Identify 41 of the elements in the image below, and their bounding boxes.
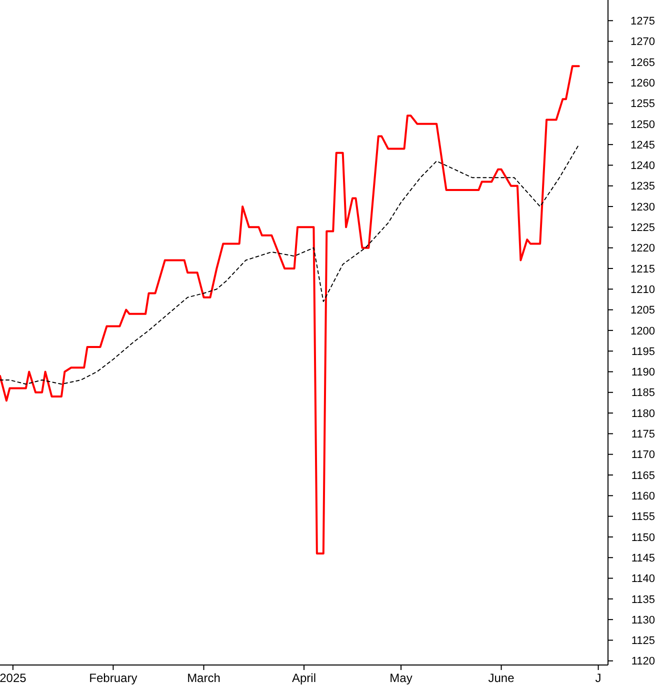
y-tick-label: 1275 xyxy=(630,16,655,28)
x-tick-label: J xyxy=(595,671,602,685)
x-tick-label: May xyxy=(390,671,412,685)
y-tick-label: 1150 xyxy=(631,532,655,544)
x-tick-label: June xyxy=(488,671,515,685)
y-tick-label: 1195 xyxy=(631,346,655,358)
y-tick-label: 1210 xyxy=(630,284,655,296)
line-series xyxy=(0,144,580,385)
y-tick-label: 1250 xyxy=(630,118,655,131)
line-series xyxy=(0,65,580,554)
y-tick-label: 1155 xyxy=(631,511,655,524)
y-tick-label: 1245 xyxy=(630,139,655,152)
y-tick-label: 1220 xyxy=(630,242,655,255)
y-tick-label: 1260 xyxy=(630,77,655,90)
y-tick-label: 1240 xyxy=(630,160,655,172)
y-tick-label: 1205 xyxy=(630,304,655,317)
y-tick-label: 1165 xyxy=(631,470,655,482)
y-tick-label: 1125 xyxy=(631,635,655,648)
y-tick-label: 1255 xyxy=(630,98,655,110)
y-tick-label: 1120 xyxy=(631,656,655,668)
x-tick-label: March xyxy=(187,671,220,685)
y-tick-label: 1200 xyxy=(630,325,655,338)
y-tick-label: 1215 xyxy=(630,263,655,276)
y-tick-label: 1170 xyxy=(631,449,655,462)
y-tick-label: 1230 xyxy=(630,201,655,214)
y-tick-label: 1180 xyxy=(631,408,655,420)
y-tick-label: 1130 xyxy=(631,614,655,626)
y-tick-label: 1160 xyxy=(631,490,655,502)
x-tick-label: February xyxy=(89,671,138,685)
x-tick-label: April xyxy=(292,671,316,685)
y-tick-label: 1135 xyxy=(631,594,655,606)
y-tick-label: 1140 xyxy=(631,573,655,586)
x-tick-label: 2025 xyxy=(0,671,27,685)
y-tick-label: 1270 xyxy=(630,36,655,48)
y-tick-label: 1175 xyxy=(631,428,655,441)
y-tick-label: 1185 xyxy=(631,387,655,400)
y-tick-label: 1265 xyxy=(630,56,655,69)
y-tick-label: 1225 xyxy=(630,222,655,234)
y-tick-label: 1145 xyxy=(631,552,655,564)
y-tick-label: 1235 xyxy=(630,180,655,193)
y-tick-label: 1190 xyxy=(631,366,655,379)
